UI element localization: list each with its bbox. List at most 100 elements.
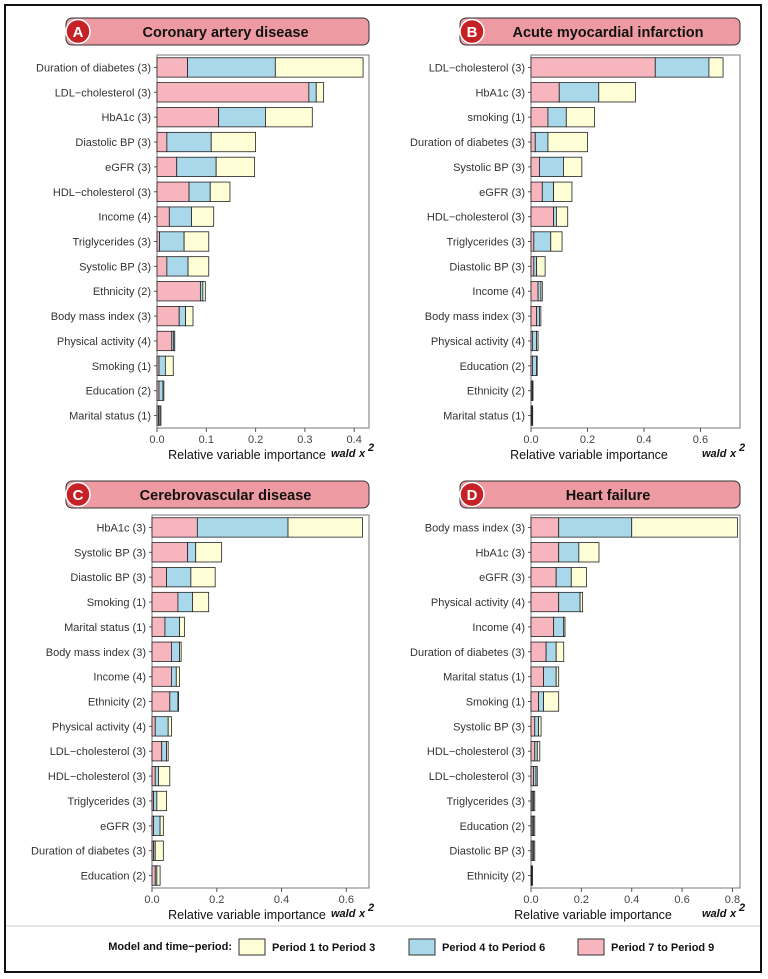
chart-panel-c: C Cerebrovascular disease HbA1c (3) Systoli… <box>31 480 374 922</box>
bar-segment <box>161 741 167 762</box>
bar-segment <box>176 156 217 177</box>
legend: Model and time−period: Period 1 to Period… <box>6 925 760 956</box>
variable-label: Ethnicity (2) <box>467 386 525 398</box>
x-axis-title-wald: wald <box>331 448 356 460</box>
bar-segment <box>545 641 557 662</box>
panel-letter-badge <box>65 18 91 45</box>
bar-segment <box>156 181 190 202</box>
bar-segment <box>166 567 192 588</box>
bar-segment <box>534 131 549 153</box>
bar-segment <box>151 666 172 687</box>
variable-label: Income (4) <box>472 622 525 634</box>
bar-segment <box>543 666 557 687</box>
variable-label: HbA1c (3) <box>475 547 525 559</box>
bar-segment <box>151 591 179 613</box>
bar-segment <box>533 790 536 812</box>
bar-segment <box>154 716 169 737</box>
bar-segment <box>530 517 560 538</box>
bar-segment <box>187 542 197 563</box>
x-tick-label: 0.4 <box>624 894 639 906</box>
bar-segment <box>530 107 549 128</box>
bar-segment <box>536 330 539 352</box>
bar-segment <box>533 840 536 861</box>
variable-label: Duration of diabetes (3) <box>36 62 151 74</box>
bar-segment <box>530 741 536 762</box>
bar-segment <box>555 641 565 662</box>
bar-segment <box>530 281 539 302</box>
bar-segment <box>178 306 186 327</box>
variable-label: LDL−cholesterol (3) <box>429 771 525 783</box>
bar-segment <box>159 231 185 252</box>
variable-label: Systolic BP (3) <box>453 162 525 174</box>
bar-segment <box>533 231 552 252</box>
variable-label: Marital status (1) <box>443 411 525 423</box>
legend-swatch <box>238 938 266 956</box>
bar-segment <box>167 716 172 737</box>
variable-label: Systolic BP (3) <box>74 547 146 559</box>
x-axis-title-chi: x <box>358 908 366 920</box>
variable-label: Systolic BP (3) <box>79 261 151 273</box>
panel-letter-badge <box>65 481 91 508</box>
panel-letter-badge <box>459 18 485 45</box>
bar-segment <box>158 766 171 787</box>
bar-segment <box>171 641 180 662</box>
bar-segment <box>173 330 176 352</box>
bar-segment <box>274 57 364 78</box>
bar-segment <box>151 567 167 588</box>
bar-segment <box>533 256 538 277</box>
bar-segment <box>538 716 542 737</box>
bar-segment <box>563 616 566 637</box>
bar-segment <box>151 616 166 637</box>
variable-label: Diastolic BP (3) <box>449 846 525 858</box>
bar-segment <box>553 181 573 202</box>
bar-segment <box>159 405 162 426</box>
bar-segment <box>156 156 178 177</box>
variable-label: Diastolic BP (3) <box>449 261 525 273</box>
bar-segment <box>164 616 180 637</box>
bar-segment <box>530 542 560 563</box>
bar-segment <box>187 256 210 277</box>
bar-segment <box>530 666 544 687</box>
bar-segment <box>196 517 289 538</box>
bar-segment <box>553 616 565 637</box>
bar-segment <box>540 281 543 302</box>
bar-segment <box>530 256 535 277</box>
bar-segment <box>166 131 212 153</box>
variable-label: HDL−cholesterol (3) <box>48 771 146 783</box>
x-tick-label: 0.0 <box>144 894 159 906</box>
panel-letter: B <box>467 24 478 41</box>
variable-label: eGFR (3) <box>105 162 151 174</box>
bar-segment <box>530 131 536 153</box>
bar-segment <box>287 517 363 538</box>
x-axis-title-wald: wald <box>702 448 727 460</box>
bar-segment <box>168 206 192 227</box>
variable-label: Income (4) <box>472 286 525 298</box>
panel-title: Cerebrovascular disease <box>140 488 312 504</box>
bar-segment <box>530 82 560 103</box>
bar-segment <box>185 306 194 327</box>
bar-segment <box>188 181 211 202</box>
bar-segment <box>563 156 583 177</box>
bar-segment <box>209 181 231 202</box>
x-axis-title-superscript: 2 <box>367 902 374 914</box>
legend-swatch <box>577 938 605 956</box>
variable-label: HbA1c (3) <box>475 87 525 99</box>
bar-segment <box>151 542 189 563</box>
bar-segment <box>536 256 546 277</box>
bar-segment <box>530 156 540 177</box>
variable-label: Duration of diabetes (3) <box>31 846 146 858</box>
chart-panel-d: D Heart failure Body mass index (3) HbA1c (… <box>410 480 745 922</box>
bar-segment <box>158 355 166 376</box>
bar-segment <box>179 641 182 662</box>
x-tick-label: 0.0 <box>149 434 164 446</box>
bar-segment <box>550 231 563 252</box>
bar-segment <box>177 691 179 712</box>
bar-segment <box>535 766 538 787</box>
legend-swatch <box>408 938 436 956</box>
variable-label: HDL−cholesterol (3) <box>427 212 525 224</box>
bar-segment <box>547 131 588 153</box>
bar-segment <box>187 57 276 78</box>
bar-segment <box>156 57 188 78</box>
x-tick-label: 0.6 <box>339 894 354 906</box>
